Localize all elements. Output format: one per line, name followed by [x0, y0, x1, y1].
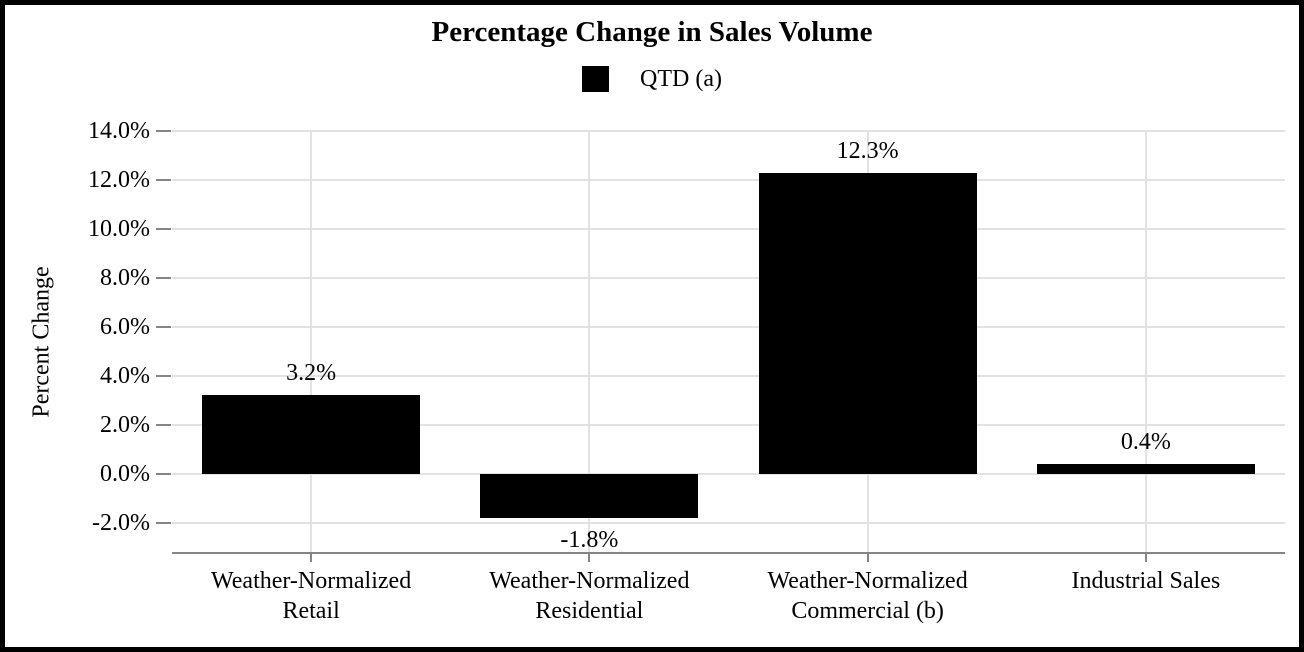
gridline-horizontal: [172, 521, 1285, 524]
plot-area: 3.2% -1.8% 12.3% 0.4%: [172, 130, 1285, 554]
y-tick-mark: [156, 423, 171, 426]
y-tick-mark: [156, 130, 171, 132]
y-tick-label: -2.0%: [92, 509, 150, 536]
legend: QTD (a): [0, 63, 1304, 95]
gridline-vertical: [1144, 131, 1147, 552]
y-tick-label: 0.0%: [100, 460, 150, 487]
y-tick-mark: [156, 521, 171, 524]
y-tick-label: 14.0%: [88, 118, 150, 144]
gridline-horizontal: [172, 472, 1285, 475]
gridline-horizontal: [172, 227, 1285, 230]
y-tick-mark: [156, 325, 171, 328]
legend-swatch-icon: [582, 66, 610, 92]
y-tick-label: 2.0%: [100, 411, 150, 438]
y-tick-label: 4.0%: [100, 362, 150, 389]
y-tick-mark: [156, 374, 171, 377]
y-tick-label: 12.0%: [88, 166, 150, 193]
bar-value-label: -1.8%: [560, 526, 619, 553]
chart-title: Percentage Change in Sales Volume: [431, 16, 873, 48]
y-tick-label: 6.0%: [100, 313, 150, 340]
bar-value-label: 3.2%: [286, 360, 337, 387]
x-category-label: Weather-Normalized Commercial (b): [767, 568, 968, 624]
y-tick-mark: [156, 276, 171, 279]
gridline-horizontal: [172, 276, 1285, 279]
y-tick-label: 8.0%: [100, 264, 150, 291]
y-tick-mark: [156, 178, 171, 181]
gridline-horizontal: [172, 178, 1285, 181]
x-tick-mark: [866, 553, 869, 562]
x-tick-mark: [588, 553, 591, 562]
legend-label: QTD (a): [640, 66, 722, 92]
bar-2: [480, 473, 699, 518]
bar-value-label: 0.4%: [1120, 428, 1171, 455]
y-tick-label: 10.0%: [88, 215, 150, 242]
bar-4: [1036, 463, 1255, 474]
x-category-label: Weather-Normalized Residential: [489, 568, 690, 624]
gridline-horizontal: [172, 130, 1285, 132]
gridline-horizontal: [172, 423, 1285, 426]
y-tick-mark: [156, 227, 171, 230]
gridline-vertical: [588, 131, 591, 552]
gridline-horizontal: [172, 325, 1285, 328]
bar-1: [202, 395, 421, 474]
gridline-vertical: [310, 131, 313, 552]
x-category-label: Weather-Normalized Retail: [211, 568, 412, 624]
gridline-horizontal: [172, 374, 1285, 377]
x-category-label: Industrial Sales: [1071, 568, 1221, 594]
y-tick-mark: [156, 472, 171, 475]
bar-3: [758, 172, 977, 474]
x-tick-mark: [1144, 553, 1147, 562]
bar-value-label: 12.3%: [836, 137, 899, 164]
x-tick-mark: [310, 553, 313, 562]
